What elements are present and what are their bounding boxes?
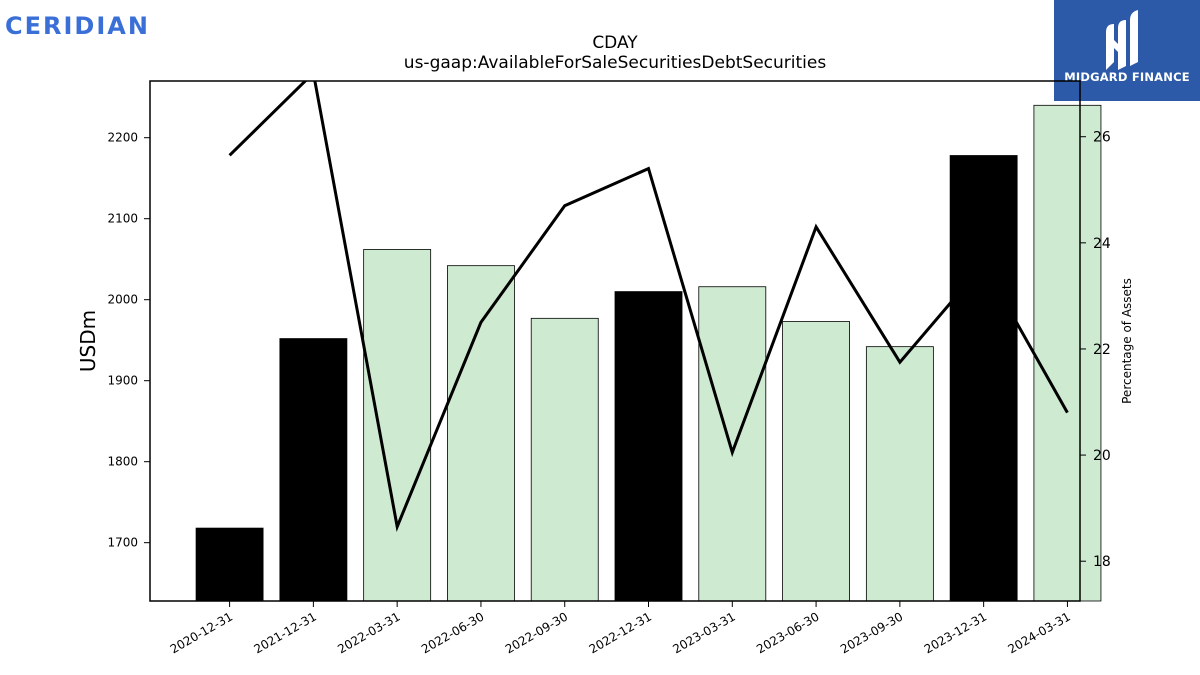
chart-title: CDAY [592, 33, 638, 53]
y2-tick-label: 22 [1093, 342, 1111, 358]
x-tick-label: 2023-12-31 [922, 609, 989, 656]
x-tick-label: 2023-03-31 [670, 609, 737, 656]
y-axis-label: USDm [76, 310, 100, 372]
company-name: CERIDIAN [5, 12, 150, 40]
y-tick-label: 1800 [107, 455, 138, 469]
bar-2021-12-31 [279, 338, 348, 602]
y-tick-label: 2200 [107, 131, 138, 145]
bar-2024-03-31 [1033, 104, 1102, 602]
line-series [228, 81, 1069, 532]
x-tick-label: 2020-12-31 [168, 609, 235, 656]
midgard-finance-badge: MIDGARD FINANCE [1054, 0, 1200, 101]
bar-2023-09-30 [865, 346, 934, 602]
y-tick-label: 2000 [107, 293, 138, 307]
y2-tick-label: 20 [1093, 448, 1111, 464]
y-axis-right: 18 20 22 24 26 [1080, 130, 1111, 570]
x-tick-label: 2022-09-30 [503, 609, 570, 656]
percentage-line [228, 81, 1069, 532]
y-tick-label: 1700 [107, 536, 138, 550]
y2-axis-label: Percentage of Assets [1120, 278, 1134, 404]
bar-2022-06-30 [447, 265, 515, 602]
x-tick-label: 2022-12-31 [587, 609, 654, 656]
x-tick-label: 2023-06-30 [754, 609, 821, 656]
x-tick-label: 2022-03-31 [335, 609, 402, 656]
x-axis: 2020-12-31 2021-12-31 2022-03-31 2022-06-30… [168, 601, 1073, 656]
bar-2022-09-30 [530, 317, 599, 602]
bar-2022-12-31 [614, 291, 683, 602]
bar-2020-12-31 [195, 527, 264, 602]
y-tick-label: 1900 [107, 374, 138, 388]
x-tick-label: 2021-12-31 [251, 609, 318, 656]
bar-2023-06-30 [782, 321, 850, 602]
bar-series [195, 104, 1102, 602]
badge-brand-name: MIDGARD FINANCE [1064, 70, 1190, 84]
x-tick-label: 2024-03-31 [1006, 609, 1073, 656]
y-tick-label: 2100 [107, 212, 138, 226]
y2-tick-label: 26 [1093, 130, 1111, 146]
bar-2022-03-31 [363, 249, 432, 602]
chart-subtitle: us-gaap:AvailableForSaleSecuritiesDebtSe… [404, 53, 827, 73]
bar-2023-03-31 [698, 286, 767, 602]
y2-tick-label: 24 [1093, 236, 1111, 252]
bar-2023-12-31 [949, 155, 1018, 602]
y2-tick-label: 18 [1093, 554, 1111, 570]
midgard-logo-icon [1106, 10, 1138, 70]
plot-frame [149, 80, 1081, 602]
x-tick-label: 2022-06-30 [419, 609, 486, 656]
y-axis-left: 1700 1800 1900 2000 2100 2200 [107, 131, 150, 550]
x-tick-label: 2023-09-30 [838, 609, 905, 656]
